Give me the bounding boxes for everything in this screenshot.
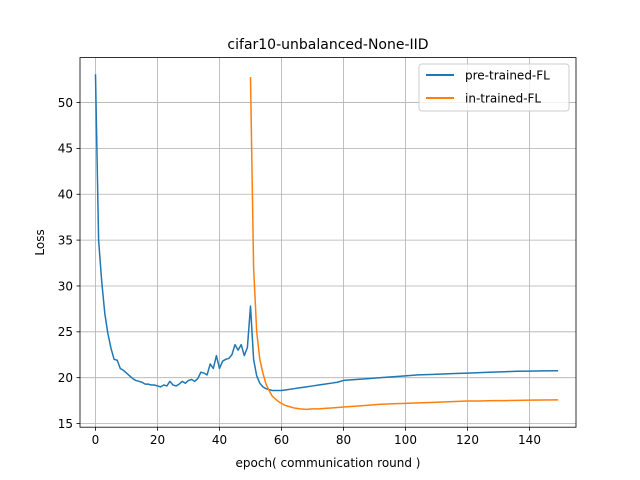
y-tick-label: 40 <box>58 188 73 202</box>
y-tick-label: 35 <box>58 233 73 247</box>
legend-box <box>418 63 570 112</box>
x-tick-label: 20 <box>150 433 165 447</box>
axis-ticks: 0 20 40 60 80 100 120 140 15 20 25 30 35 40 45 50 <box>58 96 541 447</box>
grid <box>80 57 576 428</box>
x-tick-label: 80 <box>336 433 351 447</box>
legend: pre-trained-FL in-trained-FL <box>418 63 570 112</box>
legend-label-pre-trained-fl: pre-trained-FL <box>465 69 550 83</box>
x-tick-label: 0 <box>92 433 100 447</box>
chart-title: cifar10-unbalanced-None-IID <box>227 37 428 53</box>
plot-frame <box>79 57 577 428</box>
series-lines <box>94 74 559 411</box>
y-axis-label: Loss <box>33 229 47 255</box>
x-tick-label: 140 <box>518 433 541 447</box>
y-tick-label: 30 <box>58 279 73 293</box>
series-line-pre-trained-fl <box>94 74 559 392</box>
x-tick-label: 40 <box>212 433 227 447</box>
series-line-in-trained-fl <box>249 77 559 411</box>
x-axis-label: epoch( communication round ) <box>236 456 421 470</box>
y-tick-label: 15 <box>58 417 73 431</box>
y-tick-label: 25 <box>58 325 73 339</box>
y-tick-label: 45 <box>58 142 73 156</box>
legend-label-in-trained-fl: in-trained-FL <box>465 92 541 106</box>
y-tick-label: 20 <box>58 371 73 385</box>
y-tick-label: 50 <box>58 96 73 110</box>
x-tick-label: 120 <box>456 433 479 447</box>
x-tick-label: 100 <box>394 433 417 447</box>
x-tick-label: 60 <box>274 433 289 447</box>
